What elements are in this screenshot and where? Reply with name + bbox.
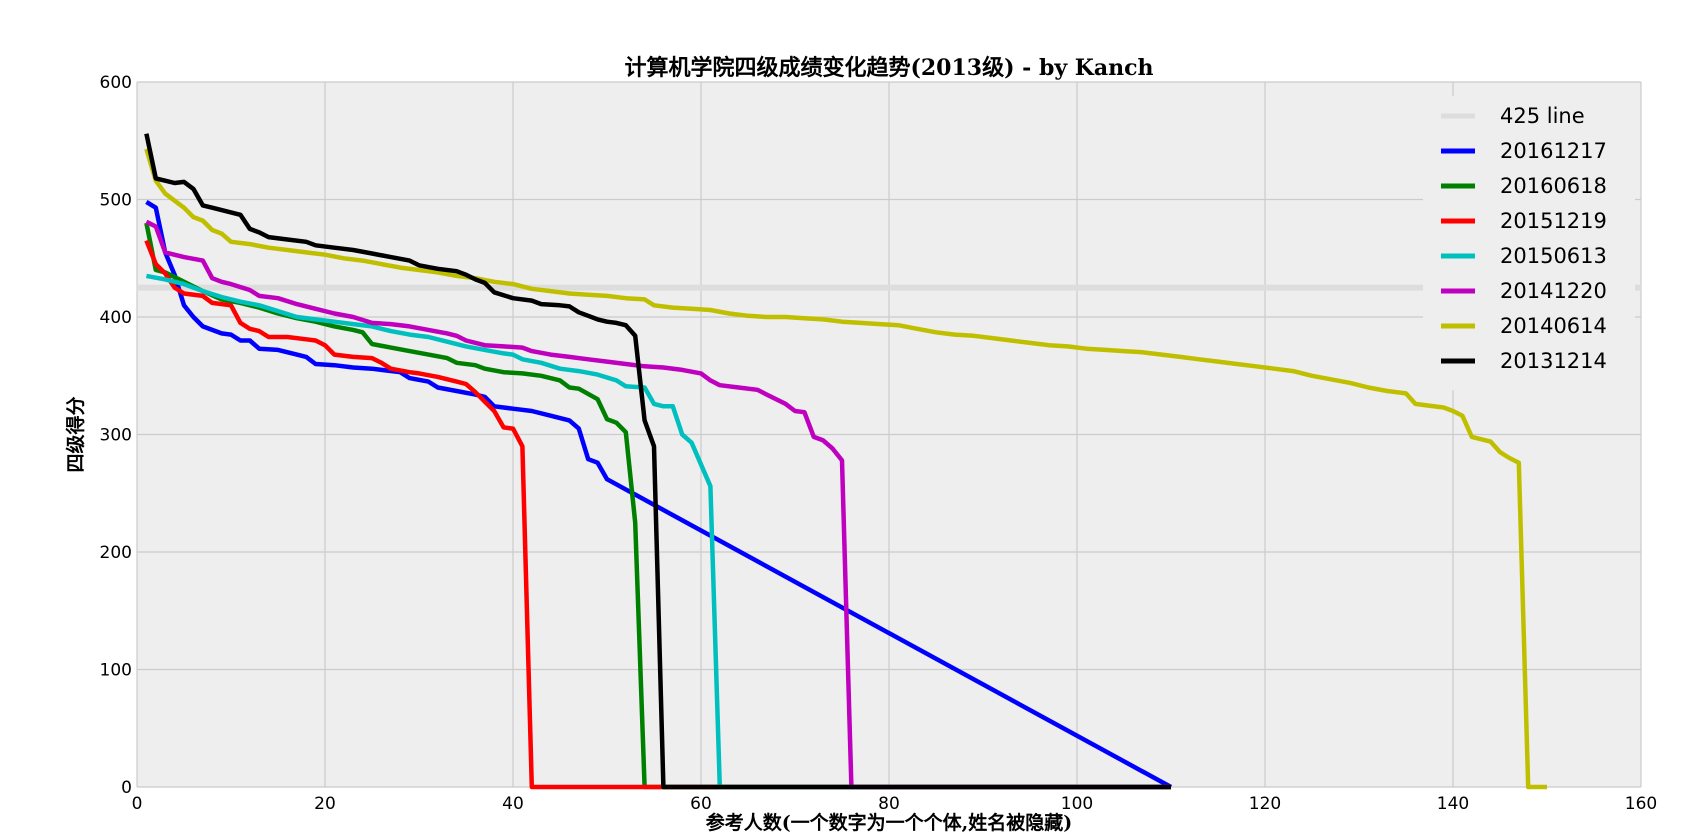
series-line-20131214 bbox=[144, 133, 1171, 790]
x-tick-label: 160 bbox=[1625, 794, 1657, 814]
chart-title: 计算机学院四级成绩变化趋势(2013级) - by Kanch bbox=[624, 55, 1153, 81]
series-line-20140614 bbox=[144, 148, 1547, 790]
x-tick-labels: 0 20 40 60 80 100 120 140 160 bbox=[132, 794, 1658, 814]
y-tick-label: 200 bbox=[100, 543, 132, 563]
y-tick-label: 100 bbox=[100, 661, 132, 681]
x-axis-label: 参考人数(一个数字为一个个体,姓名被隐藏) bbox=[706, 811, 1073, 834]
series-line-20161217 bbox=[145, 199, 1173, 789]
legend-label: 20160618 bbox=[1500, 174, 1607, 198]
legend-box bbox=[1423, 96, 1635, 390]
y-axis-label: 四级得分 bbox=[64, 396, 87, 472]
series-line-20141220 bbox=[145, 219, 1171, 790]
y-tick-label: 0 bbox=[121, 778, 132, 798]
legend-label: 20140614 bbox=[1500, 314, 1607, 338]
x-tick-label: 60 bbox=[690, 794, 712, 814]
legend-label: 20141220 bbox=[1500, 279, 1607, 303]
legend-label: 20131214 bbox=[1500, 349, 1607, 373]
x-tick-label: 20 bbox=[314, 794, 336, 814]
y-tick-label: 500 bbox=[100, 191, 132, 211]
y-tick-label: 600 bbox=[100, 73, 132, 93]
x-tick-label: 0 bbox=[132, 794, 143, 814]
legend-label: 20150613 bbox=[1500, 244, 1607, 268]
legend-label: 20161217 bbox=[1500, 139, 1607, 163]
x-tick-label: 120 bbox=[1249, 794, 1281, 814]
legend: 425 line 20161217 20160618 20151219 20150613… bbox=[1423, 96, 1635, 390]
x-tick-label: 100 bbox=[1061, 794, 1093, 814]
x-tick-label: 40 bbox=[502, 794, 524, 814]
x-tick-label: 140 bbox=[1437, 794, 1469, 814]
series-line-20150613 bbox=[145, 273, 1171, 790]
x-tick-label: 80 bbox=[878, 794, 900, 814]
legend-label: 20151219 bbox=[1500, 209, 1607, 233]
y-tick-label: 300 bbox=[100, 426, 132, 446]
series-line-20151219 bbox=[144, 239, 1171, 790]
series-lines bbox=[137, 133, 1641, 790]
legend-label: 425 line bbox=[1500, 104, 1585, 128]
y-tick-labels: 0 100 200 300 400 500 600 bbox=[100, 73, 132, 798]
y-tick-label: 400 bbox=[100, 308, 132, 328]
